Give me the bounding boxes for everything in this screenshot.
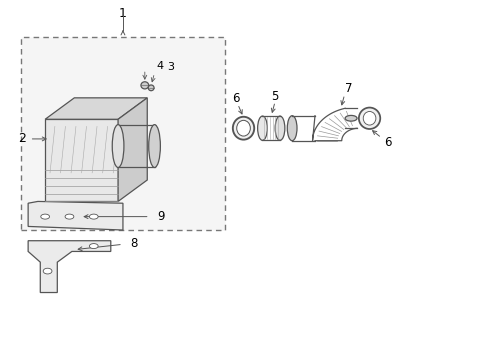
Ellipse shape bbox=[141, 82, 148, 89]
Text: 3: 3 bbox=[167, 63, 174, 72]
Ellipse shape bbox=[275, 116, 285, 140]
Text: 9: 9 bbox=[157, 210, 164, 223]
Ellipse shape bbox=[89, 214, 98, 219]
Ellipse shape bbox=[363, 112, 375, 125]
Text: 6: 6 bbox=[231, 93, 239, 105]
Ellipse shape bbox=[148, 85, 154, 91]
Text: 5: 5 bbox=[271, 90, 278, 103]
Text: 2: 2 bbox=[18, 132, 26, 145]
Polygon shape bbox=[28, 241, 111, 293]
Polygon shape bbox=[45, 98, 147, 119]
Ellipse shape bbox=[232, 117, 254, 140]
Ellipse shape bbox=[43, 268, 52, 274]
Text: 1: 1 bbox=[119, 7, 126, 20]
Text: 6: 6 bbox=[384, 136, 391, 149]
Ellipse shape bbox=[148, 125, 160, 167]
Ellipse shape bbox=[358, 108, 380, 129]
Ellipse shape bbox=[345, 116, 356, 121]
Ellipse shape bbox=[112, 125, 123, 167]
Ellipse shape bbox=[236, 120, 250, 136]
Polygon shape bbox=[45, 119, 118, 202]
Ellipse shape bbox=[257, 116, 267, 140]
Ellipse shape bbox=[65, 214, 74, 219]
Ellipse shape bbox=[41, 214, 49, 219]
Text: 4: 4 bbox=[157, 62, 163, 71]
Polygon shape bbox=[28, 202, 122, 230]
Polygon shape bbox=[118, 98, 147, 202]
Ellipse shape bbox=[89, 244, 98, 249]
Text: 8: 8 bbox=[130, 237, 138, 250]
Text: 7: 7 bbox=[344, 82, 351, 95]
Ellipse shape bbox=[287, 116, 296, 141]
Bar bbox=[21, 37, 224, 230]
